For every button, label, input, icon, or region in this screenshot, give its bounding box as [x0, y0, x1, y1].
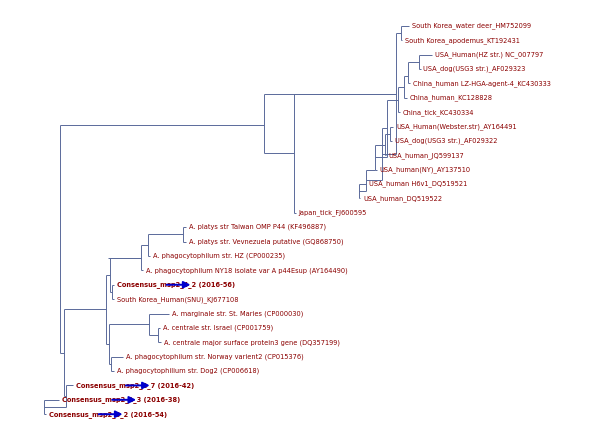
Text: South Korea_apodemus_KT192431: South Korea_apodemus_KT192431	[405, 37, 520, 43]
Text: South Korea_Human(SNU)_KJ677108: South Korea_Human(SNU)_KJ677108	[117, 296, 238, 303]
Text: USA_human_DQ519522: USA_human_DQ519522	[363, 195, 442, 202]
Text: USA_dog(USG3 str.)_AF029322: USA_dog(USG3 str.)_AF029322	[395, 138, 497, 144]
Text: Consensus_msp2_4_2 (2016-56): Consensus_msp2_4_2 (2016-56)	[117, 281, 234, 288]
Text: A. centrale str. Israel (CP001759): A. centrale str. Israel (CP001759)	[163, 325, 273, 331]
Text: A. phagocytophilum str. HZ (CP000235): A. phagocytophilum str. HZ (CP000235)	[153, 253, 285, 259]
Text: Consensus_msp2_2_7 (2016-42): Consensus_msp2_2_7 (2016-42)	[76, 382, 194, 389]
Text: South Korea_water deer_HM752099: South Korea_water deer_HM752099	[412, 22, 531, 29]
Text: Consensus_msp2_3_2 (2016-54): Consensus_msp2_3_2 (2016-54)	[49, 411, 166, 418]
Text: China_tick_KC430334: China_tick_KC430334	[403, 109, 474, 116]
Text: A. phagocytophilum str. Norway varient2 (CP015376): A. phagocytophilum str. Norway varient2 …	[126, 353, 304, 360]
Text: USA_dog(USG3 str.)_AF029323: USA_dog(USG3 str.)_AF029323	[423, 66, 526, 72]
Text: China_human LZ-HGA-agent-4_KC430333: China_human LZ-HGA-agent-4_KC430333	[413, 80, 551, 87]
Text: USA_Human(HZ str.) NC_007797: USA_Human(HZ str.) NC_007797	[435, 51, 543, 58]
Text: A. phagocytophilium str. Dog2 (CP006618): A. phagocytophilium str. Dog2 (CP006618)	[117, 368, 259, 374]
Text: Consensus_msp2_1_3 (2016-38): Consensus_msp2_1_3 (2016-38)	[62, 396, 180, 403]
Text: China_human_KC128828: China_human_KC128828	[410, 95, 493, 101]
Text: Japan_tick_FJ600595: Japan_tick_FJ600595	[299, 209, 367, 216]
Text: USA_human H6v1_DQ519521: USA_human H6v1_DQ519521	[369, 181, 467, 187]
Text: A. phagocytophilum NY18 isolate var A p44Esup (AY164490): A. phagocytophilum NY18 isolate var A p4…	[145, 267, 347, 273]
Text: A. centrale major surface protein3 gene (DQ357199): A. centrale major surface protein3 gene …	[163, 339, 340, 346]
Text: A. marginale str. St. Maries (CP000030): A. marginale str. St. Maries (CP000030)	[172, 310, 304, 317]
Text: USA_Human(Webster.str)_AY164491: USA_Human(Webster.str)_AY164491	[396, 123, 517, 130]
Text: USA_human(NY)_AY137510: USA_human(NY)_AY137510	[379, 166, 471, 173]
Text: A. platys str. Vevnezuela putative (GQ868750): A. platys str. Vevnezuela putative (GQ86…	[189, 238, 344, 245]
Text: A. platys str Taiwan OMP P44 (KF496887): A. platys str Taiwan OMP P44 (KF496887)	[189, 224, 326, 230]
Text: USA_human_JQ599137: USA_human_JQ599137	[388, 152, 464, 159]
